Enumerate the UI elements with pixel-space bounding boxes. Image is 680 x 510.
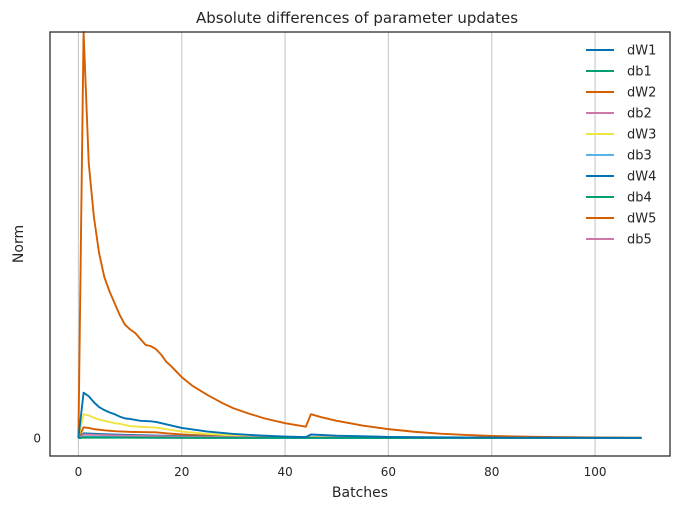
x-tick-label: 0: [75, 465, 83, 479]
x-tick-label: 40: [277, 465, 292, 479]
plot-lines: [77, 31, 642, 440]
legend-label-dw4: dW4: [627, 170, 656, 185]
legend-label-db3: db3: [627, 149, 652, 164]
series-line-dw1: [77, 391, 642, 439]
x-tick-label: 100: [584, 465, 607, 479]
grid: [77, 32, 596, 456]
chart-title: Absolute differences of parameter update…: [196, 9, 518, 27]
legend-label-db2: db2: [627, 107, 652, 122]
legend-label-dw5: dW5: [627, 212, 656, 227]
series-line-dw2: [77, 31, 642, 439]
legend-label-dw2: dW2: [627, 86, 656, 101]
plot-frame: [49, 31, 671, 457]
series-line-db1: [78, 436, 642, 440]
legend-label-dw1: dW1: [627, 44, 656, 59]
y-axis-ticks: 0: [33, 432, 41, 446]
series-line-dw3: [77, 413, 642, 439]
x-tick-label: 20: [174, 465, 189, 479]
x-tick-label: 60: [381, 465, 396, 479]
x-axis-label: Batches: [332, 485, 388, 501]
legend-label-db5: db5: [627, 233, 652, 248]
legend: dW1 db1 dW2 db2 dW3 db3 dW4 db4 dW5 db5: [586, 44, 656, 248]
legend-label-db4: db4: [627, 191, 652, 206]
y-tick-label: 0: [33, 432, 41, 446]
legend-label-db1: db1: [627, 65, 652, 80]
x-tick-label: 80: [484, 465, 499, 479]
legend-label-dw3: dW3: [627, 128, 656, 143]
y-axis-label: Norm: [11, 225, 27, 263]
x-axis-ticks: 0 20 40 60 80 100: [75, 465, 607, 479]
